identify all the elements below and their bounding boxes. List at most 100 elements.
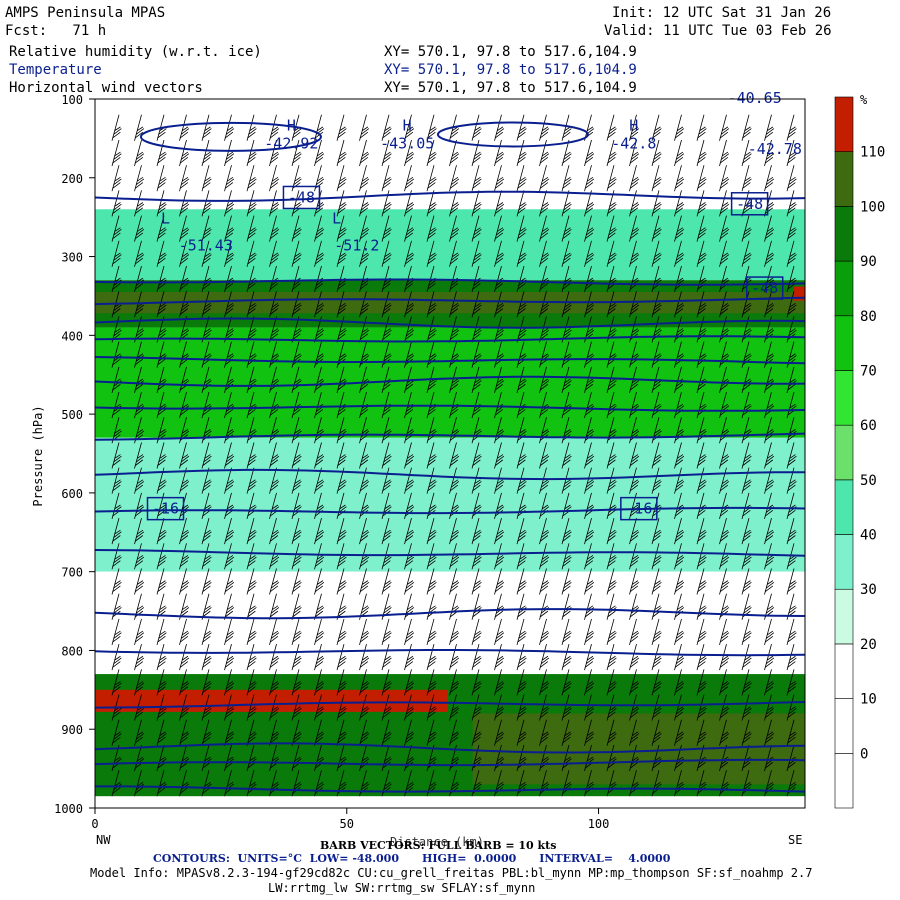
wind-barb <box>494 543 505 570</box>
wind-barb <box>764 543 775 570</box>
wind-barb <box>561 593 572 620</box>
contour-label: -48 <box>751 279 778 297</box>
wind-barb <box>651 139 662 167</box>
wind-barb <box>111 316 122 343</box>
wind-barb <box>224 366 235 393</box>
y-tick-label: 700 <box>61 566 83 580</box>
y-tick-label: 300 <box>61 251 83 265</box>
wind-barb <box>674 593 685 620</box>
wind-barb <box>584 744 595 772</box>
wind-barb <box>786 467 797 494</box>
wind-barb <box>606 543 617 570</box>
wind-barb <box>201 316 212 343</box>
wind-barb <box>629 265 640 293</box>
wind-barb <box>674 139 685 167</box>
wind-barb <box>336 391 347 419</box>
wind-barb <box>471 316 482 343</box>
wind-barb <box>111 467 122 494</box>
wind-barb <box>111 669 122 696</box>
wind-barb <box>314 391 325 419</box>
wind-barb <box>719 366 730 393</box>
wind-barb <box>291 669 302 696</box>
isotherm-line <box>95 335 805 343</box>
wind-barb <box>719 644 730 671</box>
wind-barb <box>246 391 257 419</box>
wind-barb <box>134 391 145 419</box>
wind-barb <box>539 391 550 419</box>
wind-barb <box>651 770 662 797</box>
wind-barb <box>179 442 190 469</box>
wind-barb <box>471 417 482 444</box>
wind-barb <box>696 770 707 797</box>
wind-barb <box>201 165 212 192</box>
wind-barb <box>359 568 370 595</box>
wind-barb <box>156 492 167 519</box>
wind-barb <box>516 618 527 646</box>
wind-barb <box>179 770 190 797</box>
wind-barb <box>269 139 280 167</box>
wind-barb <box>111 366 122 393</box>
wind-barb <box>629 391 640 419</box>
wind-barb <box>426 719 437 746</box>
wind-barb <box>359 291 370 318</box>
wind-barb <box>201 568 212 595</box>
wind-barb <box>359 618 370 646</box>
wind-barb <box>426 417 437 444</box>
contour-label-box <box>620 496 658 521</box>
wind-barb <box>134 139 145 167</box>
wind-barb <box>539 215 550 242</box>
wind-barb <box>269 770 280 797</box>
wind-barb <box>651 215 662 242</box>
wind-barb <box>336 593 347 620</box>
wind-barb <box>336 694 347 721</box>
wind-barb <box>561 391 572 419</box>
wind-barb <box>269 165 280 192</box>
wind-barb <box>224 492 235 519</box>
valid-time: Valid: 11 UTC Tue 03 Feb 26 <box>604 23 832 39</box>
wind-barb <box>359 366 370 393</box>
wind-barb <box>426 517 437 545</box>
wind-barb <box>741 644 752 671</box>
wind-barb <box>606 442 617 469</box>
wind-barb <box>224 240 235 267</box>
wind-barb <box>584 770 595 797</box>
wind-barb <box>629 770 640 797</box>
wind-barb <box>426 190 437 217</box>
wind-barb <box>561 265 572 293</box>
wind-barb <box>719 517 730 545</box>
wind-barb <box>606 744 617 772</box>
contour-edge-value: -42.78 <box>748 140 802 158</box>
wind-barb <box>516 240 527 267</box>
wind-barb <box>629 719 640 746</box>
wind-barb <box>741 190 752 217</box>
wind-barb <box>291 694 302 721</box>
wind-barb <box>381 291 392 318</box>
wind-barb <box>336 417 347 444</box>
wind-barb <box>494 190 505 217</box>
wind-barb <box>516 492 527 519</box>
wind-barb <box>471 265 482 293</box>
wind-barb <box>359 240 370 267</box>
y-tick-label: 600 <box>61 487 83 501</box>
wind-barb <box>629 467 640 494</box>
wind-barb <box>651 517 662 545</box>
wind-barb <box>719 291 730 318</box>
wind-barb <box>449 215 460 242</box>
y-tick-label: 500 <box>61 408 83 422</box>
wind-barb <box>786 291 797 318</box>
wind-barb <box>651 719 662 746</box>
wind-barb <box>246 618 257 646</box>
wind-barb <box>336 114 347 141</box>
wind-barb <box>269 316 280 343</box>
wind-barb <box>449 719 460 746</box>
wind-barb <box>606 593 617 620</box>
wind-barb <box>719 190 730 217</box>
wind-barb <box>539 442 550 469</box>
wind-barb <box>561 669 572 696</box>
wind-barb <box>539 719 550 746</box>
wind-barb <box>291 265 302 293</box>
wind-barb <box>179 215 190 242</box>
wind-barb <box>719 744 730 772</box>
wind-barb <box>449 417 460 444</box>
x-right-end-label: SE <box>788 833 803 847</box>
